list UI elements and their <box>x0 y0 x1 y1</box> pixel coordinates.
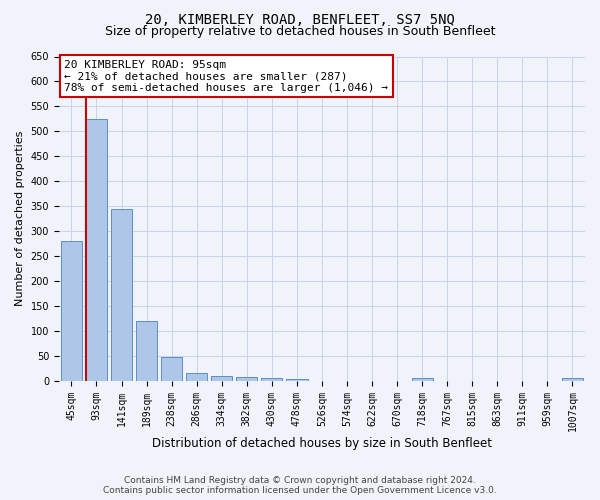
Bar <box>61 241 82 380</box>
Y-axis label: Number of detached properties: Number of detached properties <box>15 131 25 306</box>
Text: 20 KIMBERLEY ROAD: 95sqm
← 21% of detached houses are smaller (287)
78% of semi-: 20 KIMBERLEY ROAD: 95sqm ← 21% of detach… <box>64 60 388 93</box>
Bar <box>261 378 283 380</box>
Bar <box>111 208 132 380</box>
X-axis label: Distribution of detached houses by size in South Benfleet: Distribution of detached houses by size … <box>152 437 492 450</box>
Bar <box>186 373 208 380</box>
Bar <box>236 376 257 380</box>
Bar <box>136 321 157 380</box>
Bar <box>562 378 583 380</box>
Text: Size of property relative to detached houses in South Benfleet: Size of property relative to detached ho… <box>105 25 495 38</box>
Text: Contains HM Land Registry data © Crown copyright and database right 2024.
Contai: Contains HM Land Registry data © Crown c… <box>103 476 497 495</box>
Bar <box>412 378 433 380</box>
Text: 20, KIMBERLEY ROAD, BENFLEET, SS7 5NQ: 20, KIMBERLEY ROAD, BENFLEET, SS7 5NQ <box>145 12 455 26</box>
Bar <box>86 119 107 380</box>
Bar <box>161 356 182 380</box>
Bar <box>211 376 232 380</box>
Bar <box>286 379 308 380</box>
